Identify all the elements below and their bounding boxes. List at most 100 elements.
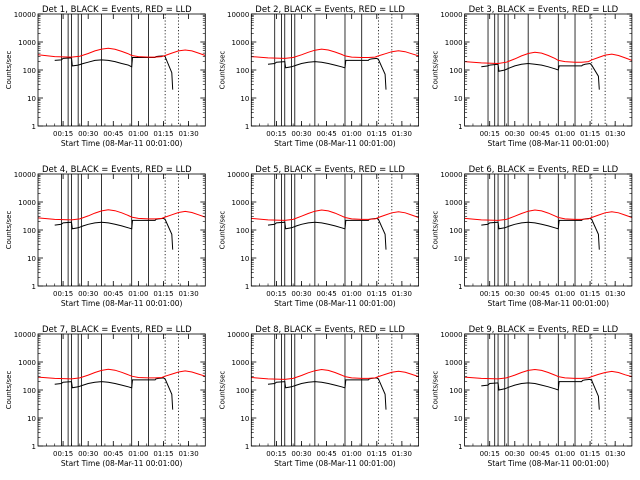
series-lld-line: [38, 209, 206, 221]
plot-frame: [464, 13, 633, 127]
series-lld-line: [464, 51, 632, 65]
y-tick-label: 10000: [227, 11, 249, 19]
y-tick-label: 10: [27, 255, 36, 263]
x-tick-label: 01:30: [605, 450, 625, 458]
plot-title: Det 3, BLACK = Events, RED = LLD: [469, 5, 619, 15]
series-events-line: [481, 217, 600, 250]
x-tick-label: 01:00: [342, 450, 362, 458]
series-lld-line: [464, 209, 632, 221]
y-tick-label: 10000: [227, 171, 249, 179]
x-tick-label: 01:30: [605, 130, 625, 138]
series-events-line: [54, 217, 174, 250]
x-tick-label: 01:30: [178, 130, 198, 138]
y-axis-label: Counts/sec: [5, 51, 13, 90]
x-tick-label: 00:30: [78, 130, 98, 138]
y-tick-label: 1000: [18, 359, 36, 367]
plot-frame: [250, 173, 420, 287]
x-tick-label: 00:15: [53, 450, 73, 458]
series-events-line: [481, 62, 600, 90]
y-tick-label: 100: [23, 67, 36, 75]
y-tick-label: 100: [23, 227, 36, 235]
y-axis-label: Counts/sec: [432, 211, 440, 250]
plot-title: Det 9, BLACK = Events, RED = LLD: [469, 325, 619, 335]
panel-det-7: Det 7, BLACK = Events, RED = LLD 1 10 100 10…: [5, 325, 206, 468]
panel-det-3: Det 3, BLACK = Events, RED = LLD 1 10 100 10…: [432, 5, 633, 148]
y-tick-label: 1000: [445, 359, 463, 367]
plot-title: Det 8, BLACK = Events, RED = LLD: [255, 325, 405, 335]
y-tick-label: 10: [27, 95, 36, 103]
plot-title: Det 6, BLACK = Events, RED = LLD: [469, 165, 619, 175]
x-axis-label: Start Time (08-Mar-11 00:01:00): [274, 459, 396, 468]
x-tick-label: 01:15: [367, 290, 387, 298]
x-tick-label: 01:00: [128, 450, 148, 458]
x-tick-label: 01:00: [342, 130, 362, 138]
x-axis-label: Start Time (08-Mar-11 00:01:00): [274, 299, 396, 308]
y-tick-label: 1: [245, 283, 249, 291]
y-tick-label: 10: [454, 255, 463, 263]
y-axis-label: Counts/sec: [5, 211, 13, 250]
y-tick-label: 1: [458, 283, 462, 291]
x-tick-label: 01:30: [605, 290, 625, 298]
x-tick-label: 00:45: [530, 290, 550, 298]
x-tick-label: 01:15: [153, 450, 173, 458]
x-tick-label: 01:00: [555, 130, 575, 138]
y-tick-label: 100: [236, 227, 249, 235]
y-tick-label: 1: [458, 123, 462, 131]
y-tick-label: 10000: [14, 331, 36, 339]
y-axis-label: Counts/sec: [432, 51, 440, 90]
y-tick-label: 10000: [14, 11, 36, 19]
panel-det-4: Det 4, BLACK = Events, RED = LLD 1 10 100 10…: [5, 165, 206, 308]
series-lld-line: [38, 47, 206, 58]
x-axis-label: Start Time (08-Mar-11 00:01:00): [274, 139, 396, 148]
plot-title: Det 1, BLACK = Events, RED = LLD: [42, 5, 192, 15]
plot-title: Det 4, BLACK = Events, RED = LLD: [42, 165, 192, 175]
plot-frame: [37, 333, 206, 447]
x-axis-label: Start Time (08-Mar-11 00:01:00): [487, 459, 609, 468]
panel-det-9: Det 9, BLACK = Events, RED = LLD 1 10 100 10…: [432, 325, 633, 468]
x-tick-label: 01:15: [580, 450, 600, 458]
x-tick-label: 00:30: [505, 450, 525, 458]
panel-det-8: Det 8, BLACK = Events, RED = LLD 1 10 100 10…: [218, 325, 420, 468]
y-tick-label: 100: [236, 387, 249, 395]
plot-title: Det 2, BLACK = Events, RED = LLD: [255, 5, 405, 15]
y-tick-label: 1: [32, 123, 36, 131]
x-tick-label: 01:15: [153, 290, 173, 298]
y-tick-label: 1: [245, 443, 249, 451]
x-axis-label: Start Time (08-Mar-11 00:01:00): [61, 299, 183, 308]
plot-title: Det 5, BLACK = Events, RED = LLD: [255, 165, 405, 175]
x-tick-label: 01:00: [555, 450, 575, 458]
plot-frame: [250, 333, 420, 447]
y-tick-label: 10: [454, 95, 463, 103]
y-tick-label: 10000: [440, 331, 462, 339]
x-tick-label: 01:30: [178, 290, 198, 298]
x-tick-label: 00:45: [316, 130, 336, 138]
x-tick-label: 00:30: [291, 290, 311, 298]
panel-det-5: Det 5, BLACK = Events, RED = LLD 1 10 100 10…: [218, 165, 420, 308]
y-tick-label: 1000: [18, 39, 36, 47]
plot-frame: [250, 13, 420, 127]
series-lld-line: [464, 368, 632, 380]
series-lld-line: [38, 368, 206, 380]
y-axis-label: Counts/sec: [218, 211, 226, 250]
x-axis-label: Start Time (08-Mar-11 00:01:00): [487, 139, 609, 148]
y-tick-label: 100: [236, 67, 249, 75]
x-tick-label: 01:00: [342, 290, 362, 298]
y-tick-label: 1000: [231, 199, 249, 207]
x-tick-label: 00:30: [78, 290, 98, 298]
series-events-line: [267, 377, 387, 410]
y-axis-label: Counts/sec: [432, 371, 440, 410]
x-tick-label: 01:15: [367, 450, 387, 458]
series-events-line: [481, 378, 600, 410]
y-tick-label: 1: [245, 123, 249, 131]
y-tick-label: 1000: [231, 39, 249, 47]
x-tick-label: 00:15: [53, 290, 73, 298]
x-tick-label: 00:45: [530, 450, 550, 458]
y-tick-label: 10: [240, 95, 249, 103]
y-axis-label: Counts/sec: [218, 371, 226, 410]
y-axis-label: Counts/sec: [5, 371, 13, 410]
x-tick-label: 00:15: [480, 290, 500, 298]
panel-det-1: Det 1, BLACK = Events, RED = LLD 1 10 100 10…: [5, 5, 206, 148]
series-events-line: [54, 377, 174, 410]
panel-det-6: Det 6, BLACK = Events, RED = LLD 1 10 100 10…: [432, 165, 633, 308]
